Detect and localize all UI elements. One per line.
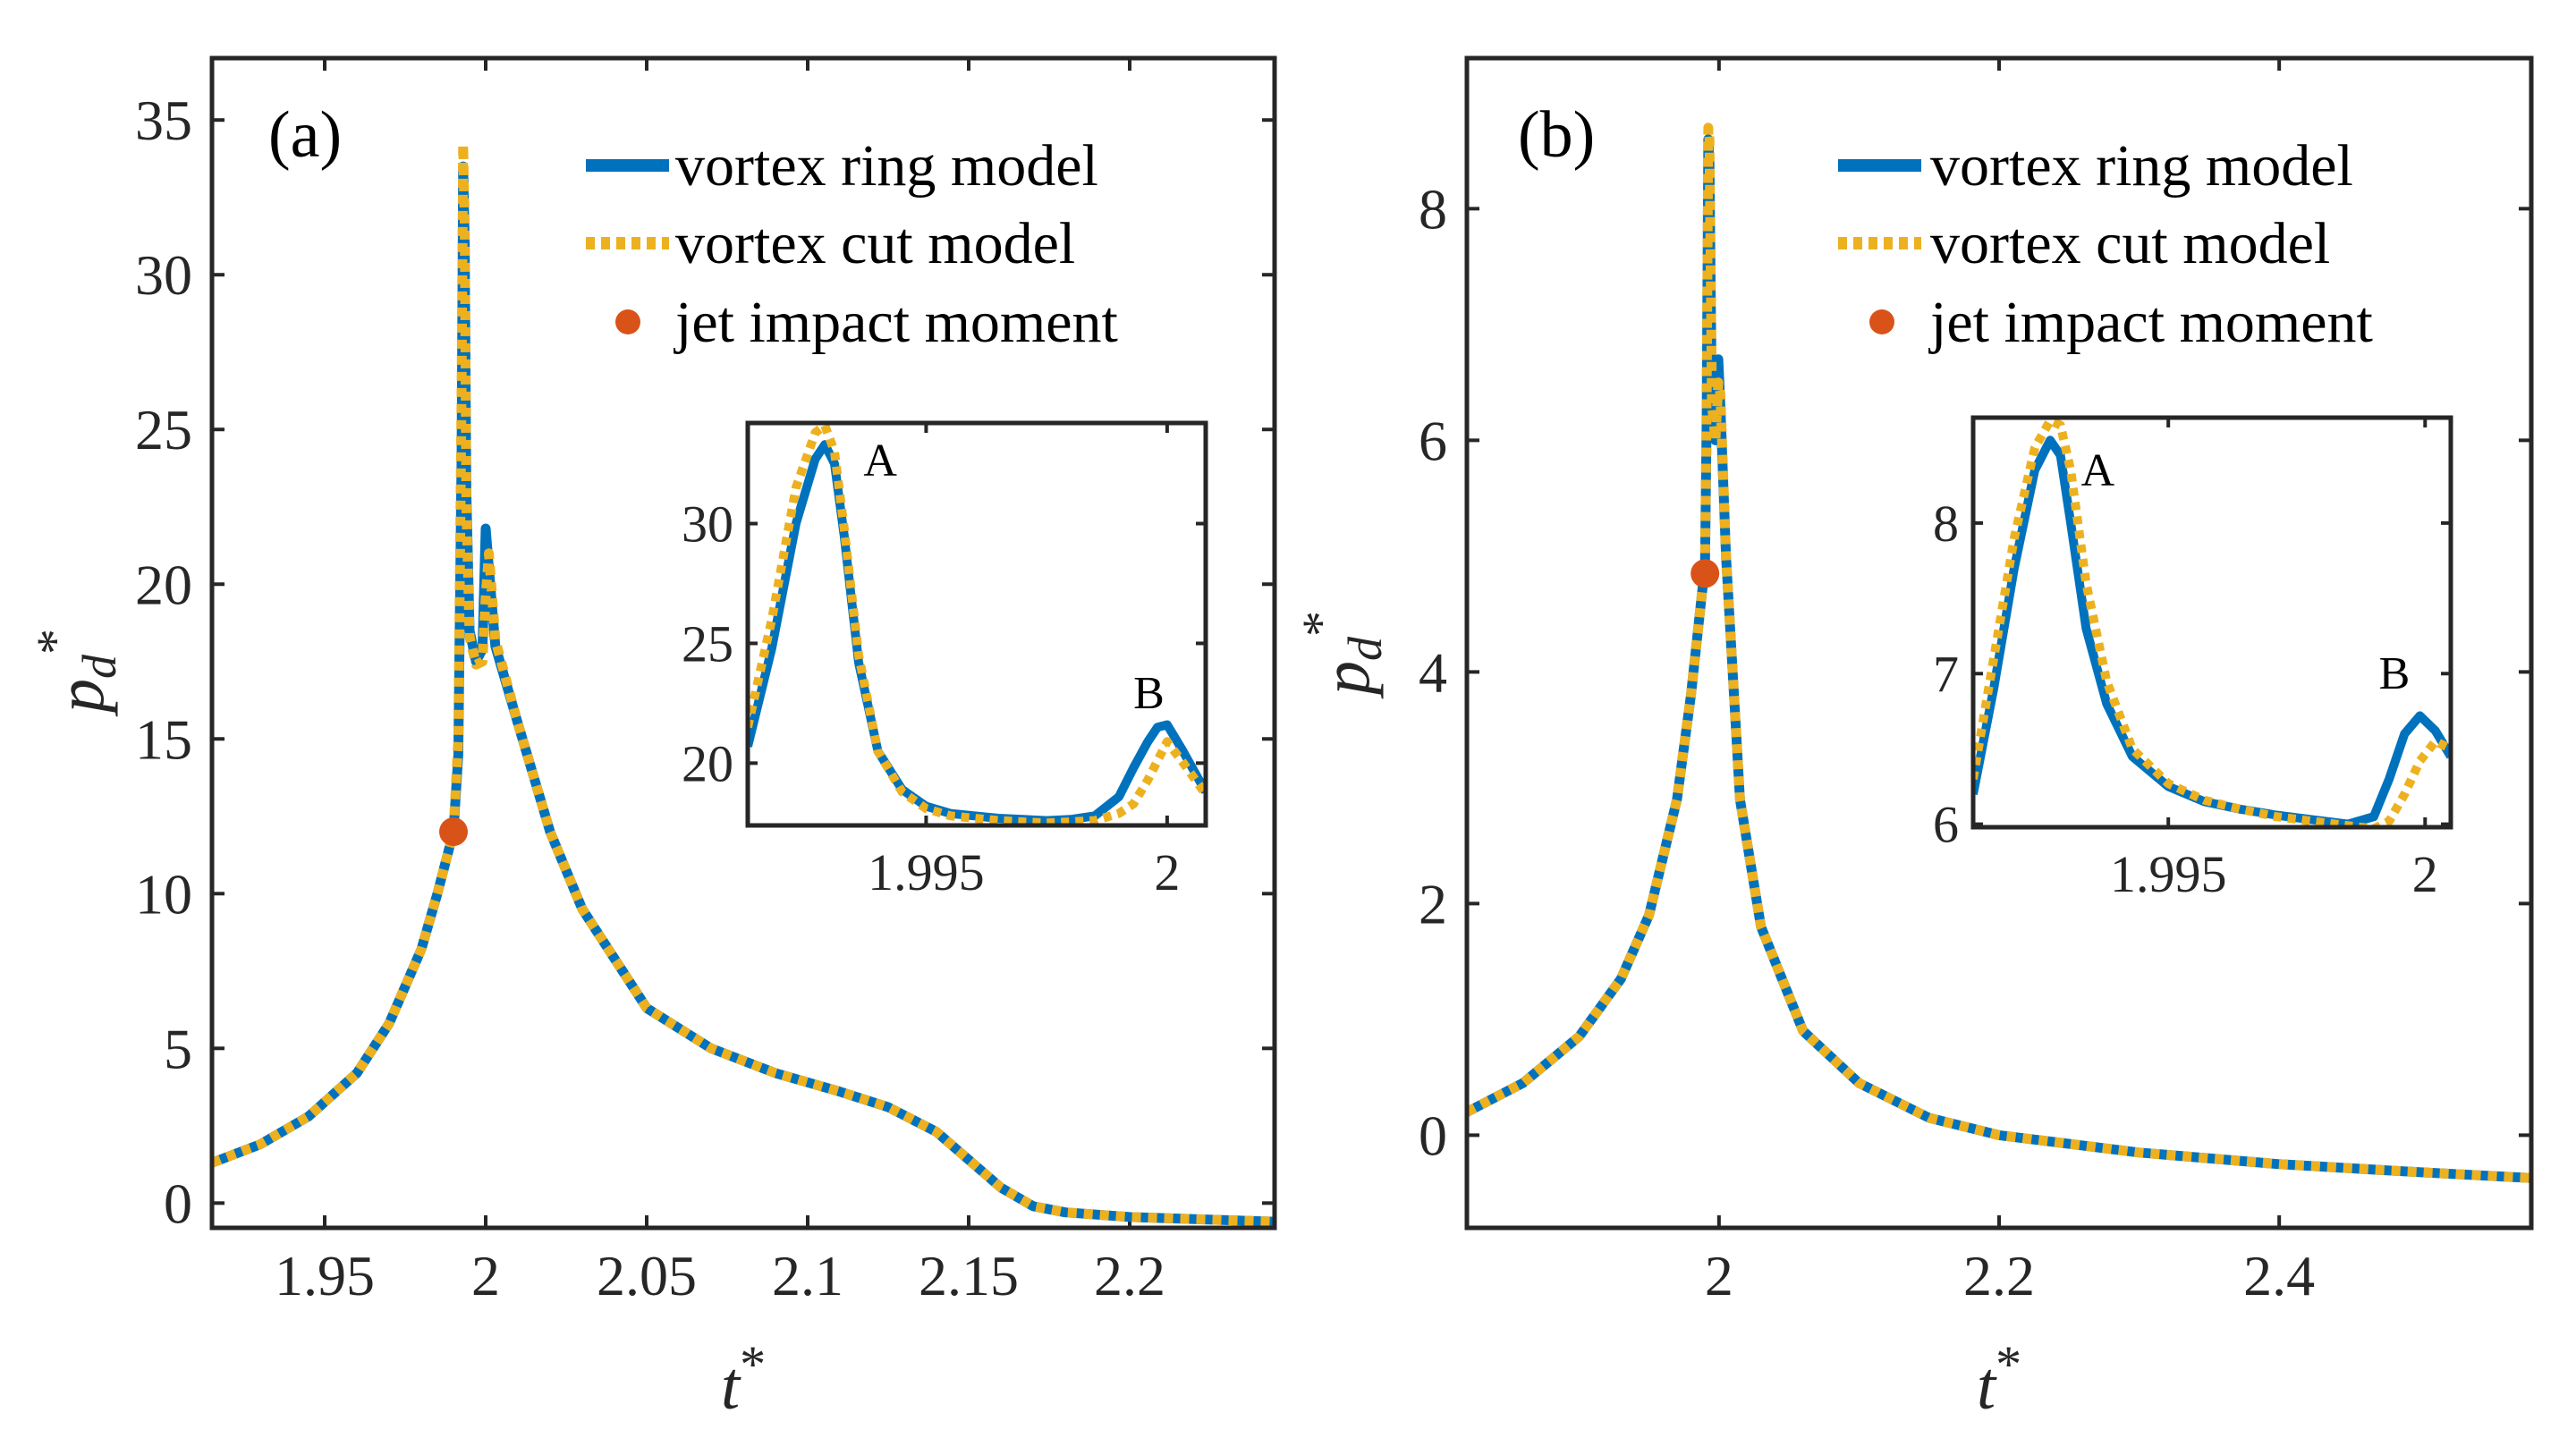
inset-series-vortex-cut-model <box>1973 418 2451 827</box>
panel-b-xtick-label: 2 <box>1705 1244 1733 1307</box>
inset-b-xtick-label: 2 <box>2412 845 2438 903</box>
panel-a-ylabel: pd* <box>26 629 126 717</box>
panel-b-ylabel: pd* <box>1292 611 1392 699</box>
panel-b-inset-box <box>1970 415 2453 830</box>
panel-b-xlabel: t* <box>1977 1335 2021 1424</box>
panel-b-xtick-label: 2.4 <box>2243 1244 2315 1307</box>
panel-b-ytick-label: 6 <box>1419 409 1447 472</box>
panel-b-axes-box <box>1464 55 2534 1231</box>
series-vortex-cut-model <box>1467 123 2531 1183</box>
panel-b-legend: vortex ring model vortex cut model jet i… <box>1838 133 2373 355</box>
panel-a-ytick-label: 15 <box>135 707 192 771</box>
panel-a-ytick-label: 35 <box>135 89 192 152</box>
panel-a-inset-box <box>745 420 1208 828</box>
inset-annotation-a: A <box>863 436 897 486</box>
panel-a-xlabel: t* <box>721 1335 766 1424</box>
panel-b-inset-lines: AB <box>1973 418 2451 827</box>
inset-a-ytick-label: 20 <box>682 734 733 792</box>
panel-a: 1.95 2 2.05 2.1 2.15 2.2 0 5 10 15 20 25 30 35 (a) vo… <box>26 55 1277 1424</box>
inset-annotation-b: B <box>1133 668 1165 719</box>
legend-impact-label-b: jet impact moment <box>1928 290 2373 355</box>
legend-ring-label: vortex ring model <box>675 133 1098 199</box>
legend-ring-label-b: vortex ring model <box>1930 133 2353 199</box>
panel-a-lines <box>212 140 1275 1227</box>
panel-a-axes-box <box>209 55 1277 1231</box>
panel-a-xtick-label: 2.2 <box>1094 1244 1165 1307</box>
panel-a-ytick-label: 5 <box>164 1017 192 1080</box>
inset-a-ytick-label: 25 <box>682 614 733 672</box>
legend-impact-marker <box>615 309 640 334</box>
inset-series-vortex-ring-model <box>748 440 1206 825</box>
panel-a-ytick-label: 25 <box>135 398 192 461</box>
panel-a-ytick-label: 0 <box>164 1172 192 1235</box>
panel-a-xtick-label: 2.05 <box>597 1244 697 1307</box>
panel-a-ytick-label: 10 <box>135 862 192 926</box>
legend-impact-label: jet impact moment <box>674 290 1118 355</box>
panel-b-ytick-label: 0 <box>1419 1104 1447 1167</box>
legend-cut-label-b: vortex cut model <box>1930 211 2330 276</box>
inset-a-ytick-label: 30 <box>682 495 733 554</box>
jet-impact-marker <box>1690 559 1720 588</box>
series-vortex-cut-model <box>212 140 1275 1227</box>
panel-b-xtick-label: 2.2 <box>1963 1244 2035 1307</box>
panel-a-xtick-label: 2.1 <box>772 1244 843 1307</box>
inset-a-xtick-label: 2 <box>1154 843 1180 901</box>
panel-b: 2 2.2 2.4 0 2 4 6 8 (b) vortex ring model vorte… <box>1292 55 2534 1424</box>
panel-b-lines <box>1467 123 2531 1183</box>
panel-a-ticks: 1.95 2 2.05 2.1 2.15 2.2 0 5 10 15 20 25 30 35 <box>135 58 1275 1307</box>
panel-b-label: (b) <box>1518 98 1595 172</box>
panel-a-label: (a) <box>268 98 342 172</box>
inset-b-ytick-label: 8 <box>1933 495 1959 553</box>
panel-b-ytick-label: 4 <box>1419 640 1447 704</box>
inset-b-ytick-label: 6 <box>1933 796 1959 854</box>
panel-a-inset-ticks: 1.995 2 20 25 30 <box>682 423 1206 901</box>
jet-impact-marker <box>439 817 468 847</box>
inset-a-xtick-label: 1.995 <box>868 843 985 901</box>
panel-a-xtick-label: 2.15 <box>919 1244 1019 1307</box>
legend-impact-marker-b <box>1869 309 1894 334</box>
panel-b-ytick-label: 8 <box>1419 177 1447 241</box>
legend-cut-label: vortex cut model <box>675 211 1075 276</box>
panel-a-ytick-label: 20 <box>135 553 192 616</box>
panel-a-xtick-label: 1.95 <box>275 1244 375 1307</box>
inset-series-vortex-cut-model <box>748 423 1206 825</box>
inset-b-ytick-label: 7 <box>1933 645 1959 703</box>
inset-series-vortex-ring-model <box>1973 436 2451 827</box>
inset-b-xtick-label: 1.995 <box>2110 845 2227 903</box>
panel-a-xtick-label: 2 <box>471 1244 500 1307</box>
panel-a-inset-lines: AB <box>748 423 1206 825</box>
panel-b-ytick-label: 2 <box>1419 872 1447 935</box>
panel-a-legend: vortex ring model vortex cut model jet i… <box>586 133 1118 355</box>
inset-annotation-b: B <box>2379 648 2411 699</box>
panel-a-ytick-label: 30 <box>135 243 192 307</box>
panel-b-inset-ticks: 1.995 2 6 7 8 <box>1933 418 2451 903</box>
inset-annotation-a: A <box>2081 445 2115 496</box>
